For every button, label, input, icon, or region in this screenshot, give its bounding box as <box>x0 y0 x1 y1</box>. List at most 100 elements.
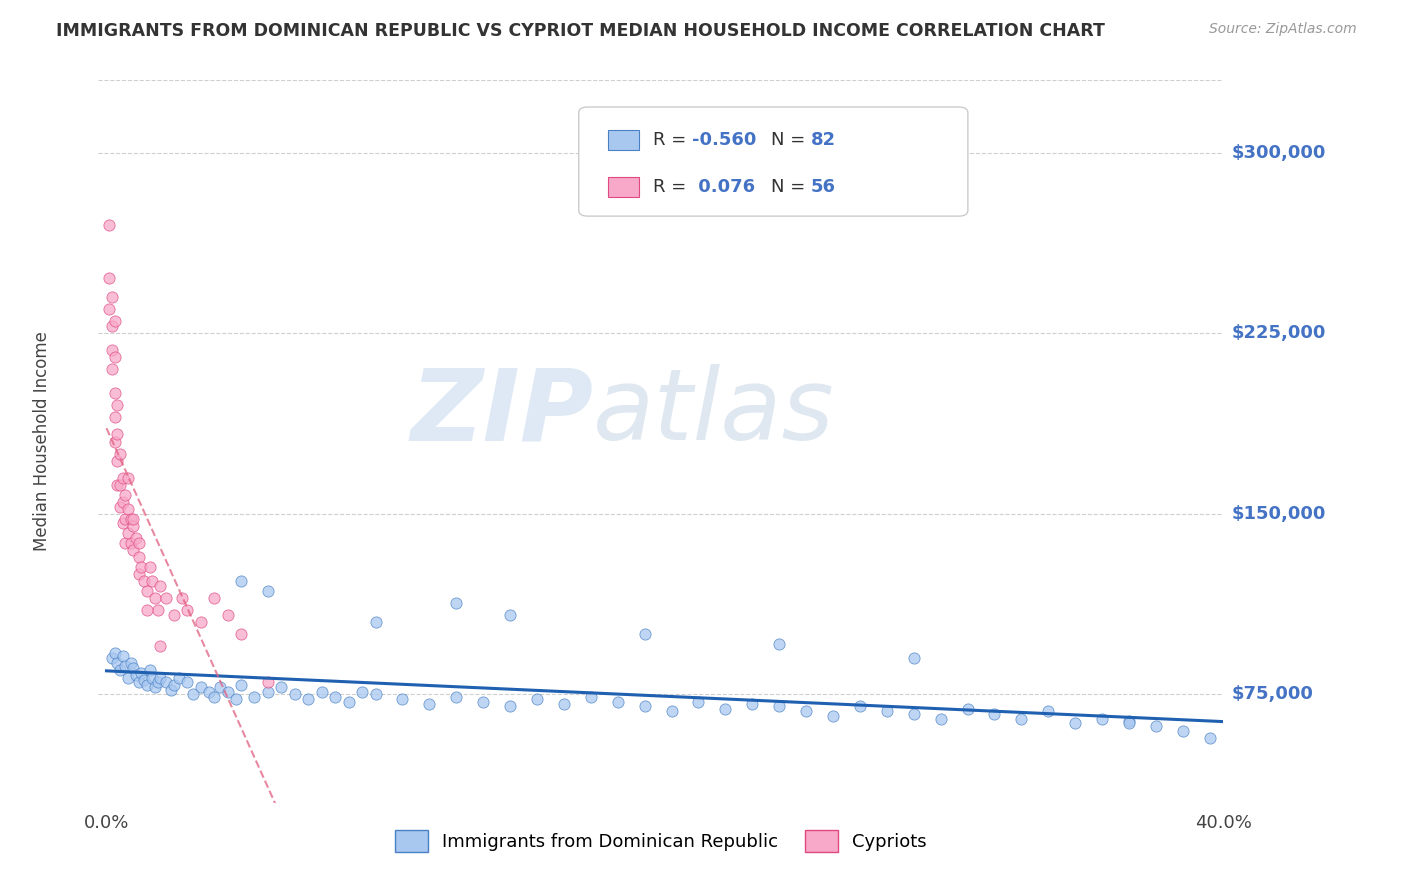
Point <box>101 343 124 357</box>
Point <box>155 591 177 606</box>
Point <box>105 398 128 412</box>
Point <box>634 627 657 641</box>
Point <box>202 591 225 606</box>
Point <box>903 706 925 721</box>
Bar <box>607 178 640 197</box>
Point <box>446 596 468 610</box>
Text: $225,000: $225,000 <box>1232 324 1326 343</box>
Point <box>208 680 231 694</box>
Point <box>103 314 125 328</box>
Point <box>146 603 169 617</box>
Point <box>1118 714 1140 728</box>
Point <box>134 673 156 687</box>
Text: ZIP: ZIP <box>411 364 593 461</box>
Point <box>983 706 1005 721</box>
Point <box>257 685 280 699</box>
Text: atlas: atlas <box>593 364 835 461</box>
Point <box>876 704 898 718</box>
Point <box>163 678 186 692</box>
Point <box>131 665 153 680</box>
Point <box>141 671 163 685</box>
Point <box>120 656 142 670</box>
Text: 82: 82 <box>810 131 835 149</box>
Point <box>103 647 125 661</box>
Text: $75,000: $75,000 <box>1232 685 1313 704</box>
Point <box>217 685 239 699</box>
Point <box>163 607 186 622</box>
Point <box>821 709 844 723</box>
Point <box>323 690 346 704</box>
Point <box>134 574 156 589</box>
Text: R =: R = <box>652 178 692 196</box>
Point <box>190 615 212 630</box>
Point <box>120 511 142 525</box>
FancyBboxPatch shape <box>579 107 967 216</box>
Text: $150,000: $150,000 <box>1232 505 1326 523</box>
Legend: Immigrants from Dominican Republic, Cypriots: Immigrants from Dominican Republic, Cypr… <box>388 822 934 859</box>
Point <box>284 687 307 701</box>
Point <box>103 350 125 364</box>
Point <box>634 699 657 714</box>
Point <box>243 690 266 704</box>
Point <box>391 692 413 706</box>
Point <box>117 671 139 685</box>
Point <box>101 318 124 333</box>
Text: Source: ZipAtlas.com: Source: ZipAtlas.com <box>1209 22 1357 37</box>
Point <box>257 583 280 598</box>
Point <box>176 603 198 617</box>
Point <box>125 531 148 545</box>
Point <box>98 218 121 232</box>
Point <box>311 685 333 699</box>
Point <box>149 639 172 653</box>
Point <box>149 671 172 685</box>
Point <box>297 692 319 706</box>
Point <box>122 542 145 557</box>
Point <box>553 697 575 711</box>
Point <box>903 651 925 665</box>
Point <box>1091 712 1114 726</box>
Text: N =: N = <box>770 178 811 196</box>
Point <box>768 699 790 714</box>
Point <box>101 362 124 376</box>
Point <box>155 675 177 690</box>
Text: 56: 56 <box>810 178 835 196</box>
Point <box>98 301 121 317</box>
Point <box>117 526 139 541</box>
Point <box>128 550 150 565</box>
Text: $300,000: $300,000 <box>1232 144 1326 161</box>
Point <box>108 664 131 678</box>
Point <box>418 697 440 711</box>
Point <box>229 574 252 589</box>
Point <box>149 579 172 593</box>
Point <box>122 661 145 675</box>
Point <box>170 591 193 606</box>
Text: 0.076: 0.076 <box>692 178 755 196</box>
Point <box>128 567 150 582</box>
Point <box>143 680 166 694</box>
Point <box>794 704 817 718</box>
Point <box>103 386 125 401</box>
Point <box>160 682 183 697</box>
Point <box>1038 704 1060 718</box>
Point <box>117 471 139 485</box>
Point <box>111 648 134 663</box>
Point <box>101 651 124 665</box>
Point <box>929 712 952 726</box>
Point <box>125 668 148 682</box>
Point <box>122 519 145 533</box>
Point <box>1118 716 1140 731</box>
Point <box>202 690 225 704</box>
Point <box>114 511 136 525</box>
Point <box>135 678 157 692</box>
Point <box>352 685 374 699</box>
Point <box>120 535 142 549</box>
Text: -0.560: -0.560 <box>692 131 756 149</box>
Text: Median Household Income: Median Household Income <box>34 332 51 551</box>
Point <box>181 687 204 701</box>
Point <box>122 511 145 525</box>
Point <box>1198 731 1220 745</box>
Point <box>108 500 131 514</box>
Point <box>108 446 131 460</box>
Point <box>499 607 522 622</box>
Point <box>768 637 790 651</box>
